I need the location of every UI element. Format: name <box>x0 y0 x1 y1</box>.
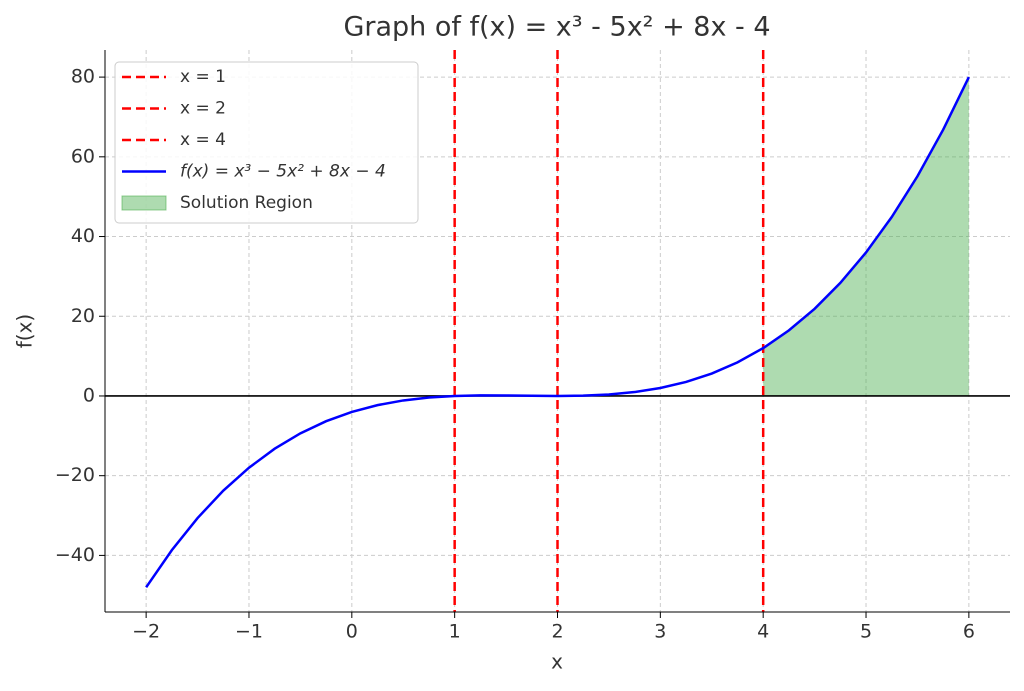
x-tick-label: −2 <box>132 621 160 643</box>
y-tick-label: 80 <box>71 66 95 88</box>
legend-label: f(x) = x³ − 5x² + 8x − 4 <box>180 162 386 182</box>
legend-label: x = 1 <box>180 67 226 87</box>
x-tick-label: 2 <box>551 621 563 643</box>
y-tick-label: 0 <box>83 384 95 406</box>
legend-label: x = 4 <box>180 130 226 150</box>
y-tick-label: 40 <box>71 225 95 247</box>
x-tick-label: 6 <box>963 621 975 643</box>
x-tick-label: 1 <box>449 621 461 643</box>
x-tick-label: 0 <box>346 621 358 643</box>
chart-title: Graph of f(x) = x³ - 5x² + 8x - 4 <box>343 12 770 43</box>
x-axis-label: x <box>551 650 563 674</box>
x-tick-label: 4 <box>757 621 769 643</box>
legend-label: Solution Region <box>180 193 313 213</box>
y-axis-label: f(x) <box>13 314 37 348</box>
function-line <box>145 76 970 588</box>
legend-box <box>114 61 419 224</box>
legend-label: x = 2 <box>180 99 226 119</box>
y-tick-label: −40 <box>55 544 95 566</box>
x-tick-label: 3 <box>654 621 666 643</box>
legend-swatch <box>121 195 167 211</box>
y-tick-label: −20 <box>55 464 95 486</box>
y-tick-label: 60 <box>71 145 95 167</box>
solution-region <box>763 77 969 396</box>
x-tick-label: −1 <box>235 621 263 643</box>
x-tick-label: 5 <box>860 621 872 643</box>
y-tick-label: 20 <box>71 305 95 327</box>
